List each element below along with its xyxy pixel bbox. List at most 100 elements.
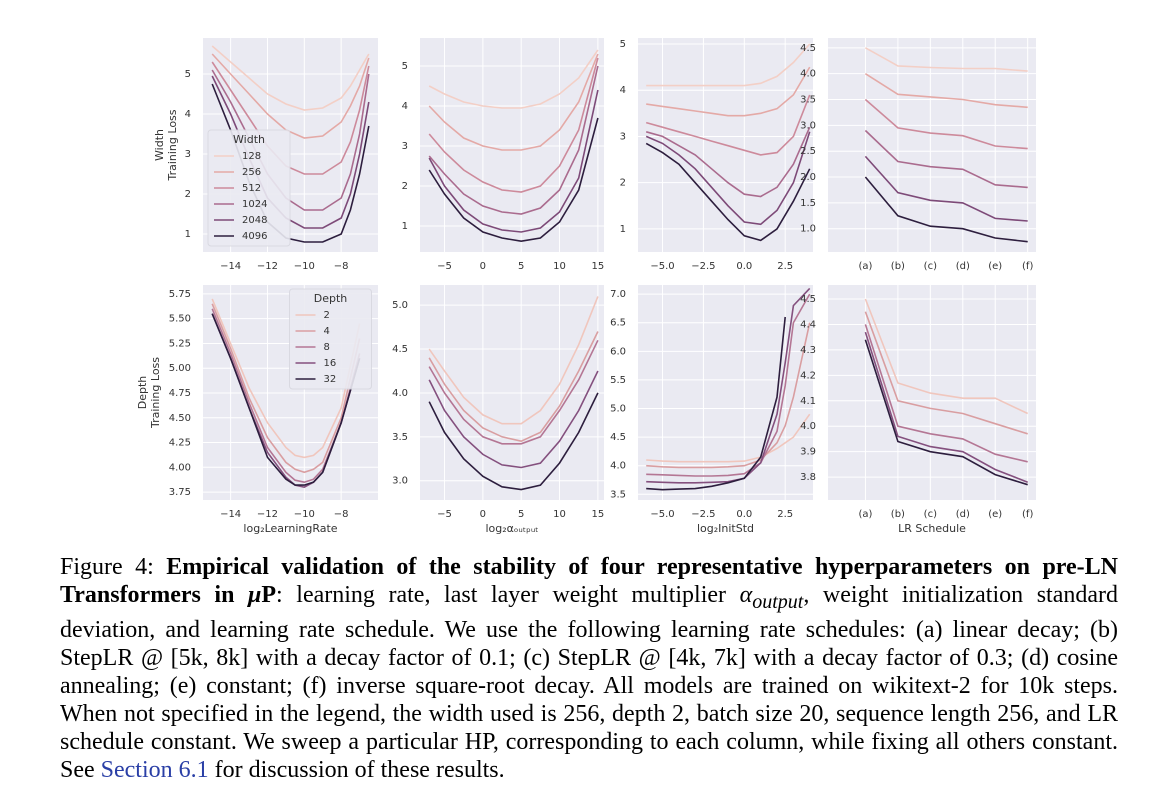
y-tick-label: 4.1 <box>800 396 816 407</box>
x-tick-label: (f) <box>1022 509 1033 520</box>
y-tick-label: 3.5 <box>392 432 408 443</box>
x-tick-label: (a) <box>858 509 872 520</box>
y-tick-label: 4.5 <box>800 43 816 54</box>
series-line <box>211 298 361 459</box>
legend-label: 128 <box>242 151 261 162</box>
series-line <box>864 73 1028 109</box>
y-tick-label: 2 <box>620 178 626 189</box>
y-tick-label: 2.5 <box>800 146 816 157</box>
series-line <box>864 339 1028 486</box>
caption-math: α <box>739 582 753 608</box>
x-tick-label: 5 <box>518 261 524 272</box>
y-tick-label: 6.5 <box>610 318 626 329</box>
series-line <box>645 142 811 242</box>
caption-body: , weight initialization standard deviati… <box>60 582 1118 783</box>
series-line <box>864 331 1028 483</box>
series-line <box>428 89 599 233</box>
x-tick-label: −10 <box>294 261 315 272</box>
series-line <box>646 322 811 469</box>
series-line <box>211 53 370 139</box>
y-tick-label: 3 <box>620 131 626 142</box>
y-tick-label: 3.0 <box>800 120 816 131</box>
x-axis-label: LR Schedule <box>898 522 966 535</box>
y-tick-label: 5.00 <box>169 363 191 374</box>
x-tick-label: −2.5 <box>691 261 715 272</box>
y-tick-label: 5.5 <box>610 375 626 386</box>
x-tick-label: −5.0 <box>650 261 674 272</box>
y-axis-label: Training Loss <box>166 109 179 181</box>
legend-label: 1024 <box>242 199 267 210</box>
series-line <box>428 49 599 109</box>
x-axis-label: log₂αₒᵤₜₚᵤₜ <box>485 522 538 535</box>
y-axis-label: Training Loss <box>149 357 162 429</box>
series-line <box>428 392 599 491</box>
series-line <box>428 53 599 151</box>
y-tick-label: 5.25 <box>169 338 191 349</box>
series-line <box>646 43 811 87</box>
y-tick-label: 4.3 <box>800 345 816 356</box>
series-line <box>864 298 1029 415</box>
x-tick-label: (c) <box>924 261 937 272</box>
x-tick-label: 0 <box>480 509 486 520</box>
series-line <box>645 126 811 198</box>
y-tick-label: 4.75 <box>169 388 191 399</box>
series-line <box>211 61 370 175</box>
caption-link[interactable]: Section 6.1 <box>100 756 209 783</box>
series-line <box>428 57 599 193</box>
x-tick-label: −12 <box>257 261 278 272</box>
x-tick-label: −8 <box>334 261 349 272</box>
legend: Depth 2 4 8 16 32 <box>289 288 372 390</box>
plot-area <box>420 38 604 252</box>
series-line <box>864 311 1028 435</box>
x-tick-label: (c) <box>924 509 937 520</box>
y-tick-label: 3.0 <box>392 476 408 487</box>
series-line <box>211 45 370 111</box>
series-line <box>645 131 811 226</box>
x-tick-label: 10 <box>553 509 566 520</box>
x-tick-label: (e) <box>988 261 1002 272</box>
x-tick-label: −14 <box>220 261 241 272</box>
y-tick-label: 4.00 <box>169 462 191 473</box>
legend-box <box>207 129 291 247</box>
y-axis-label: Width <box>153 129 166 161</box>
series-line <box>428 331 599 443</box>
y-tick-label: 3.5 <box>800 95 816 106</box>
series-line <box>646 316 786 491</box>
legend: Width 128 256 512 1024 2048 4096 <box>207 129 291 247</box>
y-tick-label: 5 <box>620 39 626 50</box>
y-tick-label: 1.0 <box>800 224 816 235</box>
x-tick-label: 2.5 <box>777 261 793 272</box>
y-tick-label: 3.8 <box>800 472 816 483</box>
legend-label: 512 <box>242 183 261 194</box>
y-tick-label: 4 <box>185 109 191 120</box>
caption-title-end: P <box>261 582 277 608</box>
legend-label: 4096 <box>242 231 267 242</box>
series-line <box>646 413 811 463</box>
y-tick-label: 3 <box>185 149 191 160</box>
y-tick-label: 4.0 <box>800 421 816 432</box>
x-axis-label: log₂InitStd <box>697 522 754 535</box>
legend-title: Depth <box>314 292 348 305</box>
series-line <box>864 155 1028 222</box>
y-tick-label: 4 <box>402 101 408 112</box>
y-tick-label: 5.50 <box>169 314 191 325</box>
y-tick-label: 4.0 <box>610 461 626 472</box>
caption-label: Figure 4: <box>60 554 167 580</box>
legend-label: 2048 <box>242 215 267 226</box>
x-tick-label: 2.5 <box>777 509 793 520</box>
caption-title: Empirical validation of the stability of… <box>60 554 1118 608</box>
series-line <box>428 65 599 215</box>
legend-label: 32 <box>324 374 337 385</box>
caption-math-sub: output <box>752 590 804 613</box>
x-tick-label: (f) <box>1022 261 1033 272</box>
x-tick-label: (d) <box>956 261 970 272</box>
legend-box <box>289 288 372 390</box>
legend-label: 4 <box>324 326 330 337</box>
series-line <box>864 98 1028 150</box>
plot-area <box>828 285 1036 500</box>
x-tick-label: (a) <box>858 261 872 272</box>
y-axis-label: Depth <box>136 376 149 410</box>
caption-title-math: μ <box>248 582 262 608</box>
